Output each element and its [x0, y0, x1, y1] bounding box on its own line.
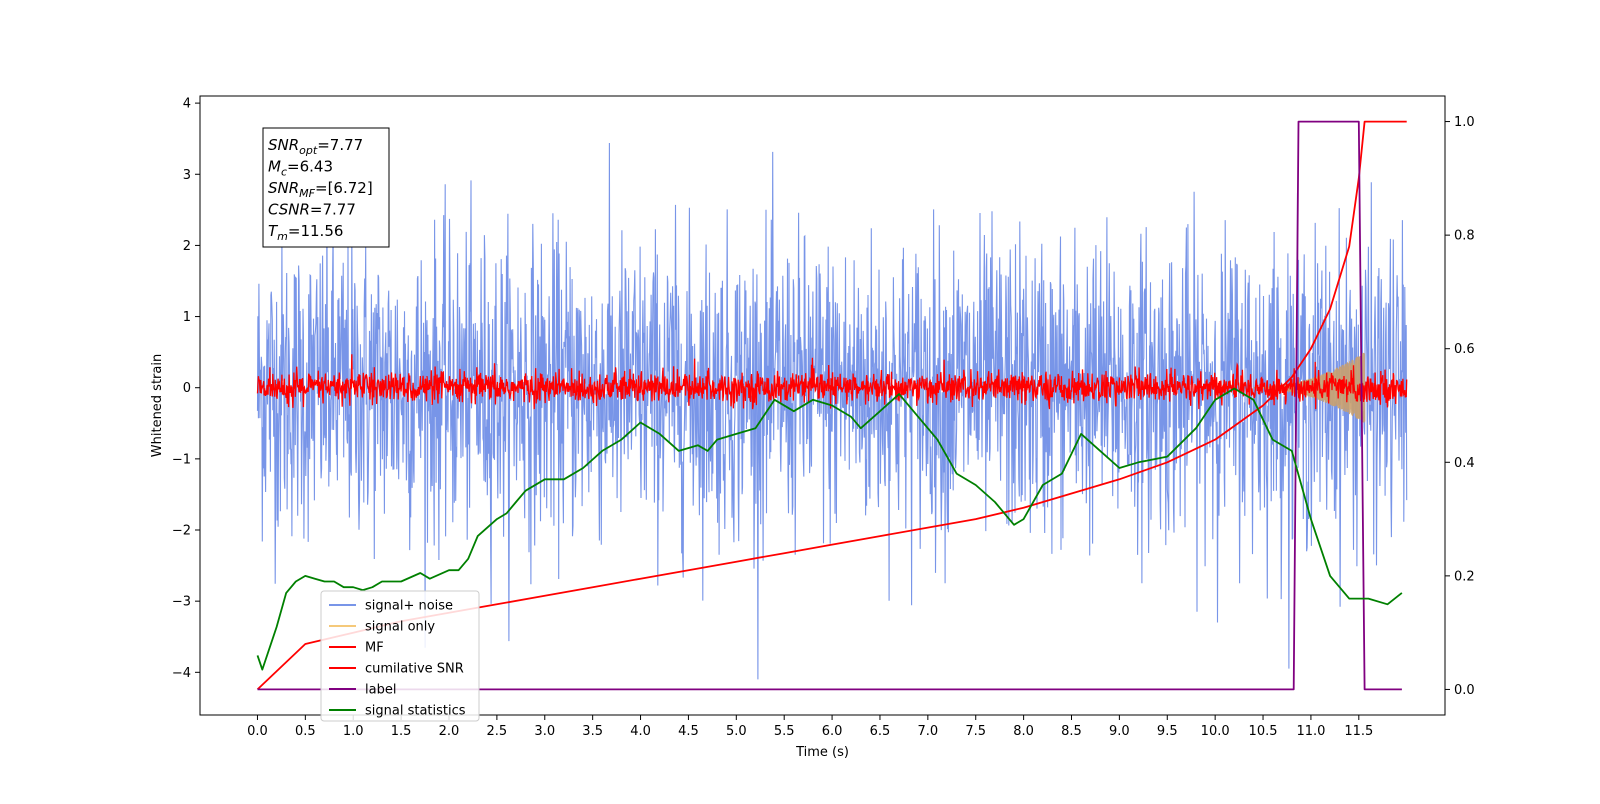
y-tick-label: −1 — [172, 452, 191, 467]
x-tick-label: 7.0 — [918, 724, 939, 739]
y2-tick-label: 0.2 — [1454, 569, 1475, 584]
axes-frame — [199, 95, 1446, 716]
x-tick-label: 6.5 — [870, 724, 891, 739]
info-symbol: CSNR — [268, 201, 310, 219]
y-tick-label: 4 — [183, 97, 191, 112]
x-tick-label: 5.0 — [726, 724, 747, 739]
info-box: SNRopt=7.77Mc=6.43SNRMF=[6.72]CSNR=7.77T… — [262, 127, 390, 248]
x-tick-label: 9.0 — [1109, 724, 1130, 739]
x-tick-label: 11.0 — [1296, 724, 1325, 739]
series-signal-noise — [256, 142, 1408, 680]
series-layer — [256, 120, 1408, 691]
info-symbol: SNR — [268, 179, 299, 197]
info-symbol: T — [268, 222, 279, 240]
x-tick-label: 11.5 — [1344, 724, 1373, 739]
info-line: Mc=6.43 — [268, 158, 333, 179]
legend-entry: cumilative SNR — [365, 662, 464, 677]
y-tick-label: −3 — [172, 595, 191, 610]
info-symbol: SNR — [268, 136, 299, 154]
info-line: SNRMF=[6.72] — [268, 179, 373, 200]
legend-entry: signal only — [365, 620, 435, 635]
x-tick-label: 3.5 — [582, 724, 603, 739]
y-tick-label: 0 — [183, 381, 191, 396]
info-value: =7.77 — [310, 201, 356, 219]
info-subscript: opt — [299, 144, 318, 157]
x-tick-label: 4.0 — [630, 724, 651, 739]
y2-tick-label: 1.0 — [1454, 115, 1475, 130]
x-tick-label: 2.0 — [439, 724, 460, 739]
series-signal-statistics — [256, 387, 1403, 671]
y2-tick-label: 0.8 — [1454, 229, 1475, 244]
x-tick-label: 9.5 — [1157, 724, 1178, 739]
y-tick-label: −2 — [172, 524, 191, 539]
y2-tick-label: 0.6 — [1454, 342, 1475, 357]
x-tick-label: 0.5 — [295, 724, 316, 739]
info-value: =[6.72] — [315, 179, 373, 197]
x-tick-label: 1.0 — [343, 724, 364, 739]
x-tick-label: 8.0 — [1013, 724, 1034, 739]
y-tick-label: 1 — [183, 310, 191, 325]
x-tick-label: 4.5 — [678, 724, 699, 739]
info-subscript: m — [277, 230, 288, 243]
x-tick-label: 2.5 — [487, 724, 508, 739]
legend-entry: MF — [365, 641, 384, 656]
info-symbol: M — [268, 158, 281, 176]
info-value: =6.43 — [287, 158, 333, 176]
info-value: =11.56 — [288, 222, 344, 240]
series-cumulative-snr — [256, 120, 1407, 691]
info-line: CSNR=7.77 — [268, 201, 356, 219]
x-tick-label: 0.0 — [247, 724, 268, 739]
legend-frame — [320, 590, 480, 722]
legend-entry: label — [365, 683, 396, 698]
x-tick-label: 3.0 — [534, 724, 555, 739]
x-tick-label: 6.0 — [822, 724, 843, 739]
info-box-frame — [262, 127, 390, 248]
y-tick-label: 3 — [183, 168, 191, 183]
legend-entry: signal statistics — [365, 704, 466, 719]
x-tick-label: 10.5 — [1249, 724, 1278, 739]
y-axis-label: Whitened strain — [150, 354, 165, 457]
info-value: =7.77 — [317, 136, 363, 154]
info-line: Tm=11.56 — [268, 222, 343, 243]
legend-entry: signal+ noise — [365, 599, 453, 614]
y2-tick-label: 0.0 — [1454, 683, 1475, 698]
x-tick-label: 10.0 — [1201, 724, 1230, 739]
info-subscript: MF — [299, 187, 315, 200]
y-tick-label: −4 — [172, 666, 191, 681]
x-tick-label: 1.5 — [391, 724, 412, 739]
axes-layer: 0.0 0.5 1.0 1.5 2.0 2.5 3.0 3.5 4.0 4.5 5.0 5.5 6.0 6… — [150, 95, 1475, 760]
x-tick-label: 5.5 — [774, 724, 795, 739]
y-tick-label: 2 — [183, 239, 191, 254]
x-tick-label: 7.5 — [965, 724, 986, 739]
legend: signal+ noise signal only MF cumilative SNR… — [320, 590, 480, 722]
info-subscript: c — [281, 166, 287, 179]
info-line: SNRopt=7.77 — [268, 136, 363, 157]
series-label — [257, 120, 1402, 691]
x-tick-label: 8.5 — [1061, 724, 1082, 739]
y2-tick-label: 0.4 — [1454, 456, 1475, 471]
x-axis-label: Time (s) — [795, 745, 849, 760]
